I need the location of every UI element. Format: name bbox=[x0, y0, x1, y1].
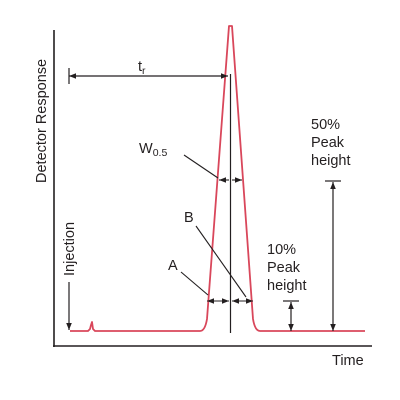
fifty-percent-line2: Peak bbox=[311, 135, 345, 151]
half-width-label: W0.5 bbox=[139, 141, 167, 159]
injection-label: Injection bbox=[62, 222, 78, 276]
fifty-percent-line1: 50% bbox=[311, 117, 340, 133]
chromatogram-trace bbox=[70, 25, 365, 332]
x-axis-label: Time bbox=[332, 353, 364, 369]
half-width-leader bbox=[183, 154, 219, 179]
label-b-leader bbox=[195, 225, 247, 298]
ten-percent-line3: height bbox=[267, 278, 307, 294]
label-a: A bbox=[168, 258, 178, 274]
fifty-percent-line3: height bbox=[311, 153, 351, 169]
label-a-leader bbox=[180, 271, 209, 296]
retention-time-label: tr bbox=[138, 59, 146, 77]
ten-percent-line1: 10% bbox=[267, 242, 296, 258]
ten-percent-line2: Peak bbox=[267, 260, 301, 276]
label-b: B bbox=[184, 210, 194, 226]
y-axis-label: Detector Response bbox=[34, 59, 50, 183]
